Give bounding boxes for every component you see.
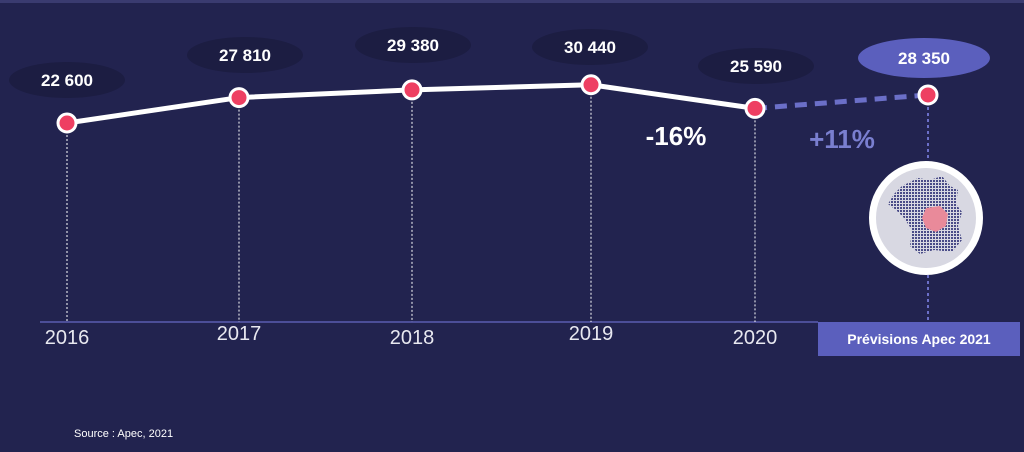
value-label-2020: 25 590 xyxy=(730,57,782,76)
value-label-2018: 29 380 xyxy=(387,36,439,55)
top-border xyxy=(0,0,1024,3)
value-label-2021: 28 350 xyxy=(898,49,950,68)
annotation-growth: +11% xyxy=(809,124,875,154)
value-bubble-2016 xyxy=(9,62,125,98)
source-note: Source : Apec, 2021 xyxy=(74,428,173,440)
data-point-2021 xyxy=(917,84,939,106)
forecast-label-box xyxy=(818,322,1020,356)
value-bubble-2017 xyxy=(187,37,303,73)
value-bubble-2019 xyxy=(532,29,648,65)
x-tick-label-2020: 2020 xyxy=(733,327,778,349)
x-tick-label-2016: 2016 xyxy=(45,327,90,349)
data-point-2019 xyxy=(580,74,602,96)
annotation-decline: -16% xyxy=(646,121,707,151)
data-point-2020 xyxy=(744,97,766,119)
value-bubble-2020 xyxy=(698,48,814,84)
value-label-2017: 27 810 xyxy=(219,46,271,65)
data-point-2017 xyxy=(228,87,250,109)
series-line-forecast xyxy=(754,92,929,111)
france-map-icon xyxy=(869,161,983,275)
forecast-label: Prévisions Apec 2021 xyxy=(847,331,991,347)
data-point-2018 xyxy=(401,79,423,101)
value-bubble-2021 xyxy=(858,38,990,78)
value-label-2019: 30 440 xyxy=(564,38,616,57)
map-highlight-region xyxy=(922,206,948,232)
value-bubble-2018 xyxy=(355,27,471,63)
x-tick-label-2019: 2019 xyxy=(569,323,614,345)
data-point-2016 xyxy=(56,112,78,134)
x-tick-label-2018: 2018 xyxy=(390,327,435,349)
value-label-2016: 22 600 xyxy=(41,71,93,90)
x-tick-label-2017: 2017 xyxy=(217,323,262,345)
